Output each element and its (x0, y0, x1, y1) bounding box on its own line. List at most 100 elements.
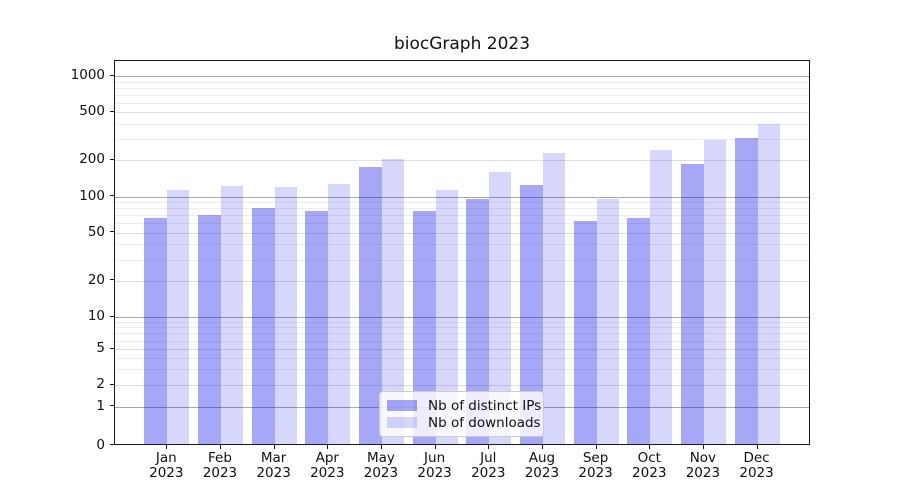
gridline-sub-200 (115, 160, 809, 162)
x-tick-mark-jan (166, 445, 168, 449)
gridline-sub-2 (115, 385, 809, 386)
plot-area (114, 60, 810, 445)
bar-mar-nb-of-distinct-ips (251, 208, 275, 444)
gridline-sub-500 (115, 112, 809, 114)
x-tick-label-apr: Apr 2023 (310, 450, 345, 481)
bar-apr-nb-of-downloads (328, 183, 351, 444)
x-tick-mark-mar (273, 445, 275, 449)
bar-sep-nb-of-distinct-ips (573, 220, 597, 444)
bar-jul-nb-of-distinct-ips (466, 198, 490, 444)
y-tick-label-200: 200 (79, 151, 105, 168)
legend: Nb of distinct IPs Nb of downloads (379, 391, 544, 437)
x-tick-label-aug: Aug 2023 (524, 450, 560, 481)
gridline-minor-8 (115, 327, 809, 329)
gridline-minor-60 (115, 223, 809, 225)
gridline-sub-20 (115, 280, 809, 282)
bar-jun-nb-of-downloads (435, 189, 458, 444)
x-tick-label-mar: Mar 2023 (256, 450, 291, 481)
legend-swatch-distinct-ips (387, 400, 417, 411)
y-tick-label-50: 50 (87, 223, 105, 240)
legend-row-distinct-ips: Nb of distinct IPs (387, 397, 541, 414)
gridline-major-10 (115, 317, 809, 318)
bar-nov-nb-of-downloads (703, 139, 726, 444)
x-tick-mark-feb (219, 445, 221, 449)
x-tick-mark-may (380, 445, 382, 449)
y-tick-mark-500 (110, 110, 114, 112)
gridline-major-100 (115, 196, 809, 198)
bar-jan-nb-of-downloads (167, 190, 190, 444)
y-tick-mark-0 (110, 444, 114, 445)
x-tick-mark-nov (702, 445, 704, 449)
bar-jul-nb-of-downloads (489, 172, 512, 444)
y-tick-mark-5 (110, 347, 114, 349)
y-tick-label-5: 5 (96, 340, 105, 356)
y-tick-mark-1 (110, 405, 114, 406)
bar-sep-nb-of-downloads (596, 198, 619, 444)
x-tick-mark-apr (327, 445, 329, 449)
chart-title: biocGraph 2023 (393, 34, 531, 54)
y-tick-mark-10 (110, 315, 114, 317)
y-tick-label-1000: 1000 (70, 67, 105, 83)
y-tick-mark-2 (110, 383, 114, 385)
bar-may-nb-of-distinct-ips (358, 167, 382, 444)
x-tick-mark-dec (756, 445, 758, 449)
bar-may-nb-of-downloads (381, 158, 404, 444)
y-tick-label-500: 500 (79, 103, 105, 120)
legend-label-distinct-ips: Nb of distinct IPs (428, 397, 542, 414)
y-tick-label-2: 2 (96, 376, 105, 392)
x-tick-label-jul: Jul 2023 (471, 450, 506, 481)
bar-feb-nb-of-distinct-ips (197, 215, 221, 444)
x-tick-label-jun: Jun 2023 (417, 450, 452, 481)
gridline-minor-40 (115, 244, 809, 246)
bar-apr-nb-of-distinct-ips (305, 210, 329, 444)
bar-mar-nb-of-downloads (274, 186, 297, 444)
bar-oct-nb-of-downloads (650, 149, 673, 444)
bar-oct-nb-of-distinct-ips (627, 217, 651, 444)
x-tick-label-dec: Dec 2023 (739, 450, 774, 481)
gridline-minor-9 (115, 321, 809, 323)
y-tick-mark-20 (110, 279, 114, 281)
x-tick-label-oct: Oct 2023 (632, 450, 667, 481)
x-tick-mark-sep (595, 445, 597, 449)
y-tick-mark-50 (110, 231, 114, 233)
gridline-minor-80 (115, 208, 809, 210)
gridline-minor-800 (115, 87, 809, 89)
bar-aug-nb-of-downloads (542, 153, 565, 444)
x-tick-label-jan: Jan 2023 (149, 450, 184, 481)
y-tick-mark-100 (110, 195, 114, 196)
gridline-minor-300 (115, 139, 809, 140)
legend-label-downloads: Nb of downloads (428, 414, 541, 431)
x-tick-label-may: May 2023 (363, 450, 399, 481)
y-tick-label-100: 100 (79, 187, 105, 204)
gridline-minor-4 (115, 357, 809, 359)
x-tick-label-nov: Nov 2023 (685, 450, 721, 481)
gridline-minor-900 (115, 81, 809, 83)
legend-swatch-downloads (387, 417, 417, 428)
gridline-minor-600 (115, 102, 809, 104)
gridline-minor-400 (115, 123, 809, 125)
x-tick-mark-oct (649, 445, 651, 449)
y-tick-mark-1000 (110, 74, 114, 76)
bar-dec-nb-of-distinct-ips (734, 137, 758, 444)
bar-dec-nb-of-downloads (757, 124, 780, 444)
gridline-minor-70 (115, 215, 809, 217)
y-tick-label-20: 20 (87, 271, 105, 288)
y-tick-label-0: 0 (96, 436, 105, 453)
bar-nov-nb-of-distinct-ips (680, 164, 704, 444)
y-tick-mark-200 (110, 158, 114, 160)
bar-aug-nb-of-distinct-ips (519, 185, 543, 444)
x-tick-mark-jun (434, 445, 436, 449)
x-tick-label-feb: Feb 2023 (202, 450, 238, 481)
gridline-major-1000 (115, 76, 809, 77)
gridline-minor-90 (115, 202, 809, 203)
y-tick-label-10: 10 (87, 308, 105, 324)
gridline-minor-700 (115, 94, 809, 96)
gridline-minor-3 (115, 369, 809, 371)
y-tick-label-1: 1 (96, 397, 105, 414)
x-tick-mark-jul (488, 445, 490, 449)
bar-feb-nb-of-downloads (220, 185, 243, 444)
x-tick-mark-aug (541, 445, 543, 449)
legend-row-downloads: Nb of downloads (387, 414, 541, 431)
gridline-sub-5 (115, 349, 809, 350)
